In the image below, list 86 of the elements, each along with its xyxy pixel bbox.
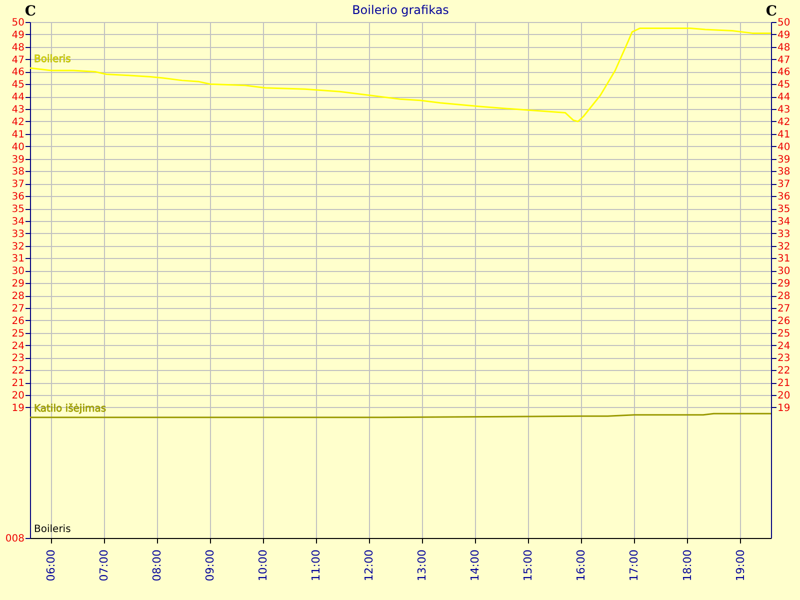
y2-tick-label: 30 xyxy=(778,266,790,278)
y-tick-label: 42 xyxy=(12,116,24,128)
x-tick-label: 13:00 xyxy=(416,550,429,582)
y2-tick-label: 37 xyxy=(778,179,790,190)
series-label: Katilo išėjimas xyxy=(34,403,106,414)
y2-axis-title: C xyxy=(766,4,778,20)
y-tick-label: 45 xyxy=(12,80,24,91)
y-tick-label: 40 xyxy=(12,142,24,153)
y-tick-label: 28 xyxy=(12,291,24,302)
x-tick-label: 15:00 xyxy=(522,550,535,582)
x-tick-label: 06:00 xyxy=(44,550,58,582)
chart-title: Boilerio grafikas xyxy=(352,3,449,17)
y2-tick-label: 29 xyxy=(778,278,790,290)
y2-tick-label: 41 xyxy=(778,129,790,140)
y-tick-label: 23 xyxy=(12,353,24,364)
y2-tick-label: 28 xyxy=(778,291,790,302)
y-tick-label: 33 xyxy=(12,228,24,240)
y-tick-label: 46 xyxy=(12,67,24,78)
y2-tick-label: 23 xyxy=(778,353,790,364)
y2-tick-label: 46 xyxy=(778,67,790,78)
y2-tick-label: 33 xyxy=(778,228,790,240)
annotation: Boileris xyxy=(34,524,71,535)
y-tick-label: 31 xyxy=(12,254,24,265)
y-tick-label: 27 xyxy=(12,303,24,314)
y-tick-label: 49 xyxy=(12,30,24,41)
y-tick-label: 48 xyxy=(12,42,24,54)
y2-tick-label: 25 xyxy=(778,328,790,340)
y2-tick-label: 48 xyxy=(778,42,790,54)
y2-tick-label: 26 xyxy=(778,316,790,327)
y-tick-label: 21 xyxy=(12,378,24,390)
x-tick-label: 10:00 xyxy=(256,550,270,582)
y2-tick-label: 47 xyxy=(778,54,790,66)
y2-tick-label: 39 xyxy=(778,154,790,166)
y2-tick-label: 40 xyxy=(778,142,790,153)
y2-tick-label: 44 xyxy=(778,92,790,104)
x-tick-label: 09:00 xyxy=(204,550,217,582)
y-tick-label: 29 xyxy=(12,278,24,290)
x-tick-label: 16:00 xyxy=(574,550,588,582)
x-tick-label: 12:00 xyxy=(362,550,376,582)
y2-tick-label: 42 xyxy=(778,116,790,128)
y-tick-label: 35 xyxy=(12,204,24,216)
y2-tick-label: 34 xyxy=(778,216,790,228)
y2-tick-label: 43 xyxy=(778,104,790,116)
y-tick-label: 22 xyxy=(12,366,24,377)
y2-tick-label: 19 xyxy=(778,402,790,414)
y2-tick-label: 36 xyxy=(778,192,790,203)
y-tick-label: 19 xyxy=(12,402,24,414)
y-tick-label: 20 xyxy=(12,390,24,402)
y2-tick-label: 35 xyxy=(778,204,790,216)
x-tick-label: 18:00 xyxy=(680,550,694,582)
y-tick-label: 24 xyxy=(12,340,24,352)
series-label: Boileris xyxy=(34,54,71,66)
y-axis-title: C xyxy=(24,4,36,20)
y2-tick-label: 45 xyxy=(778,80,790,91)
y-tick-label: 38 xyxy=(12,166,24,178)
y2-tick-label: 20 xyxy=(778,390,790,402)
y2-tick-label: 24 xyxy=(778,340,790,352)
y-tick-label: 41 xyxy=(12,129,24,140)
y-tick-label: 37 xyxy=(12,179,24,190)
x-tick-label: 08:00 xyxy=(150,550,164,582)
x-tick-label: 19:00 xyxy=(734,550,747,582)
x-tick-label: 11:00 xyxy=(310,550,323,582)
y2-tick-label: 27 xyxy=(778,303,790,314)
y-tick-label: 39 xyxy=(12,154,24,166)
x-tick-label: 17:00 xyxy=(628,550,641,582)
y-tick-label: 26 xyxy=(12,316,24,327)
y2-tick-label: 31 xyxy=(778,254,790,265)
y-tick-label: 36 xyxy=(12,192,24,203)
y-tick-label: 44 xyxy=(12,92,24,104)
y-tick-label: 47 xyxy=(12,54,24,66)
line-series xyxy=(30,27,771,122)
y-tick-label: 25 xyxy=(12,328,24,340)
y-tick-label: 50 xyxy=(12,18,24,28)
y-tick-label: 008 xyxy=(5,534,24,544)
x-tick-label: 07:00 xyxy=(98,550,111,582)
y-tick-label: 32 xyxy=(12,241,24,252)
y2-tick-label: 32 xyxy=(778,241,790,252)
y-tick-label: 34 xyxy=(12,216,24,228)
x-tick-label: 14:00 xyxy=(468,550,482,582)
y-tick-label: 30 xyxy=(12,266,24,278)
y2-tick-label: 38 xyxy=(778,166,790,178)
y2-tick-label: 21 xyxy=(778,378,790,390)
y2-tick-label: 49 xyxy=(778,30,790,41)
y-tick-label: 43 xyxy=(12,104,24,116)
y2-tick-label: 50 xyxy=(778,18,790,28)
y2-tick-label: 22 xyxy=(778,366,790,377)
